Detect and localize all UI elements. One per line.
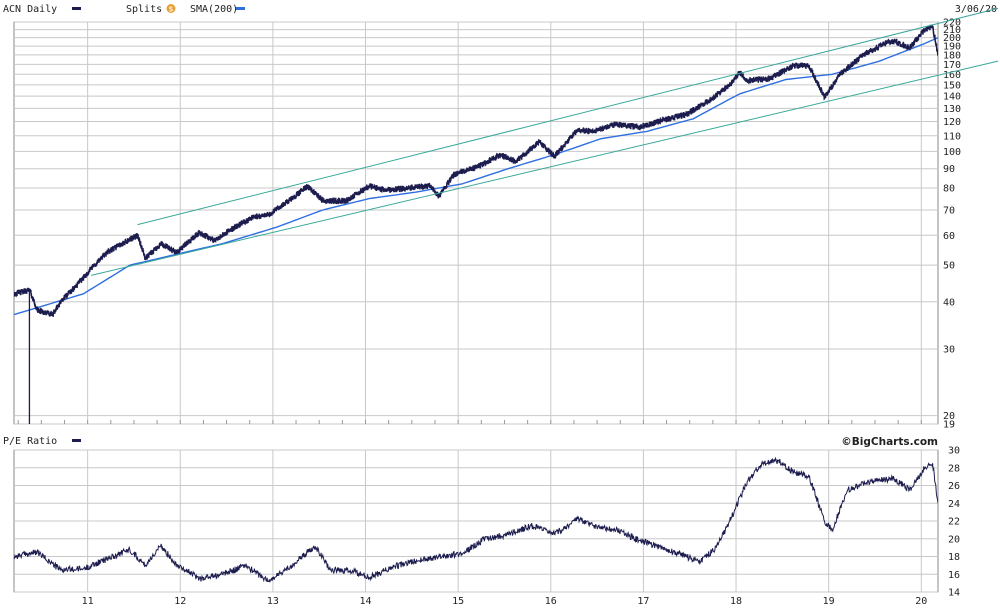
x-tick-label: 14 <box>359 596 371 607</box>
date-label: 3/06/20 <box>955 4 997 15</box>
sma-label: SMA(200) <box>190 4 238 15</box>
price-y-tick-label: 70 <box>943 205 955 216</box>
x-tick-label: 16 <box>545 596 557 607</box>
price-y-tick-label: 120 <box>943 117 961 128</box>
x-tick-label: 13 <box>267 596 279 607</box>
x-tick-label: 20 <box>915 596 927 607</box>
price-y-tick-label: 190 <box>943 42 961 53</box>
price-y-tick-label: 140 <box>943 92 961 103</box>
splits-badge-icon <box>166 4 176 13</box>
x-tick-label: 11 <box>82 596 94 607</box>
splits-label: Splits <box>126 4 162 15</box>
splits-badge-letter: S <box>169 6 173 14</box>
symbol-label: ACN Daily <box>3 4 57 15</box>
price-y-tick-label: 160 <box>943 70 961 81</box>
price-y-tick-label: 40 <box>943 297 955 308</box>
price-y-tick-label: 30 <box>943 345 955 356</box>
price-x-ticks <box>17 420 922 424</box>
price-y-tick-label: 180 <box>943 50 961 61</box>
pe-header: P/E Ratio ©BigCharts.com <box>0 432 1000 449</box>
pe-y-tick-label: 26 <box>948 481 960 492</box>
price-y-tick-label: 60 <box>943 231 955 242</box>
pe-y-tick-label: 28 <box>948 463 960 474</box>
pe-label: P/E Ratio <box>3 436 57 447</box>
price-y-tick-label: 50 <box>943 261 955 272</box>
price-line <box>14 24 938 317</box>
channel-upper-line <box>137 7 999 226</box>
header-background <box>0 0 1000 18</box>
price-y-tick-label: 130 <box>943 104 961 115</box>
x-tick-label: 17 <box>637 596 649 607</box>
pe-y-tick-label: 16 <box>948 570 960 581</box>
price-y-tick-label: 100 <box>943 147 961 158</box>
pe-ratio-line <box>14 456 938 583</box>
x-tick-label: 18 <box>730 596 742 607</box>
price-y-tick-label: 80 <box>943 184 955 195</box>
trend-channel-layer <box>91 7 999 276</box>
price-panel-frame <box>13 21 939 425</box>
price-y-tick-label: 200 <box>943 33 961 44</box>
pe-y-tick-label: 24 <box>948 499 960 510</box>
price-y-tick-label: 19 <box>943 420 955 431</box>
x-tick-label: 15 <box>452 596 464 607</box>
price-y-tick-label: 90 <box>943 164 955 175</box>
pe-y-tick-label: 18 <box>948 552 960 563</box>
pe-x-axis: 11 12 13 14 15 16 17 18 19 20 <box>82 596 928 607</box>
price-series-layer <box>14 24 938 424</box>
pe-y-tick-label: 20 <box>948 534 960 545</box>
price-y-tick-label: 150 <box>943 80 961 91</box>
x-tick-label: 12 <box>174 596 186 607</box>
pe-y-axis: 30 28 26 24 22 20 18 16 14 <box>948 446 960 599</box>
pe-y-tick-label: 30 <box>948 446 960 457</box>
price-y-tick-label: 20 <box>943 411 955 422</box>
main-header: ACN Daily Splits S SMA(200) 3/06/20 <box>0 0 1000 18</box>
pe-header-background <box>0 432 1000 449</box>
channel-lower-line <box>91 60 999 276</box>
price-y-tick-label: 210 <box>943 25 961 36</box>
pe-y-tick-label: 22 <box>948 517 960 528</box>
pe-y-tick-label: 14 <box>948 588 960 599</box>
sma-200-line <box>14 36 938 316</box>
pe-grid <box>14 449 938 593</box>
pe-series-layer <box>14 456 938 583</box>
price-y-tick-label: 170 <box>943 60 961 71</box>
brand-link[interactable]: ©BigCharts.com <box>841 436 938 448</box>
price-y-tick-label: 110 <box>943 131 961 142</box>
price-y-tick-label: 220 <box>943 18 961 29</box>
pe-panel: 30 28 26 24 22 20 18 16 14 11 12 13 14 15 16 17 18 19 20 <box>13 446 960 607</box>
x-tick-label: 19 <box>823 596 835 607</box>
